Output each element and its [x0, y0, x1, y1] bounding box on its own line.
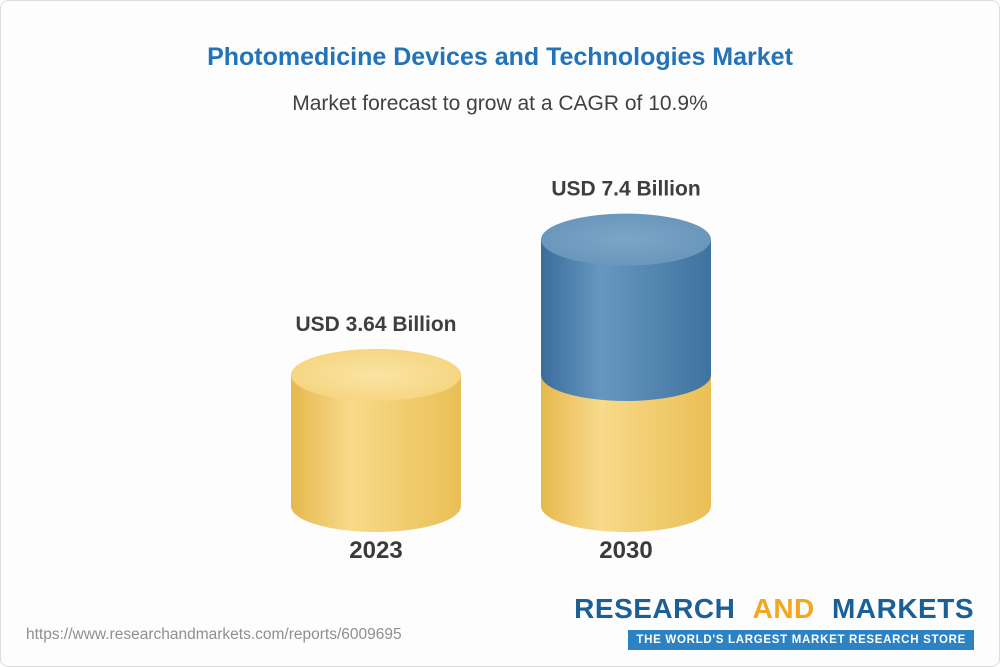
logo-word-and: AND — [752, 593, 815, 624]
cylinder-2023 — [291, 349, 461, 532]
report-url: https://www.researchandmarkets.com/repor… — [26, 626, 402, 643]
page-subtitle: Market forecast to grow at a CAGR of 10.… — [292, 92, 708, 115]
cylinder-top-2023 — [291, 349, 461, 401]
value-label-2030: USD 7.4 Billion — [551, 178, 700, 201]
footer: https://www.researchandmarkets.com/repor… — [26, 593, 974, 650]
page-title: Photomedicine Devices and Technologies M… — [207, 43, 793, 71]
cylinder-top-2030 — [541, 213, 711, 266]
category-label-2023: 2023 — [349, 537, 402, 564]
logo-word-research: RESEARCH — [574, 593, 736, 624]
cylinder-2030 — [541, 213, 711, 532]
logo-wordmark: RESEARCH AND MARKETS — [574, 593, 974, 625]
value-label-2023: USD 3.64 Billion — [295, 313, 456, 336]
logo-word-markets: MARKETS — [832, 593, 974, 624]
header: Photomedicine Devices and Technologies M… — [1, 43, 999, 116]
logo-tagline: THE WORLD'S LARGEST MARKET RESEARCH STOR… — [628, 630, 974, 650]
research-and-markets-logo: RESEARCH AND MARKETS THE WORLD'S LARGEST… — [574, 593, 974, 650]
category-label-2030: 2030 — [599, 537, 652, 564]
